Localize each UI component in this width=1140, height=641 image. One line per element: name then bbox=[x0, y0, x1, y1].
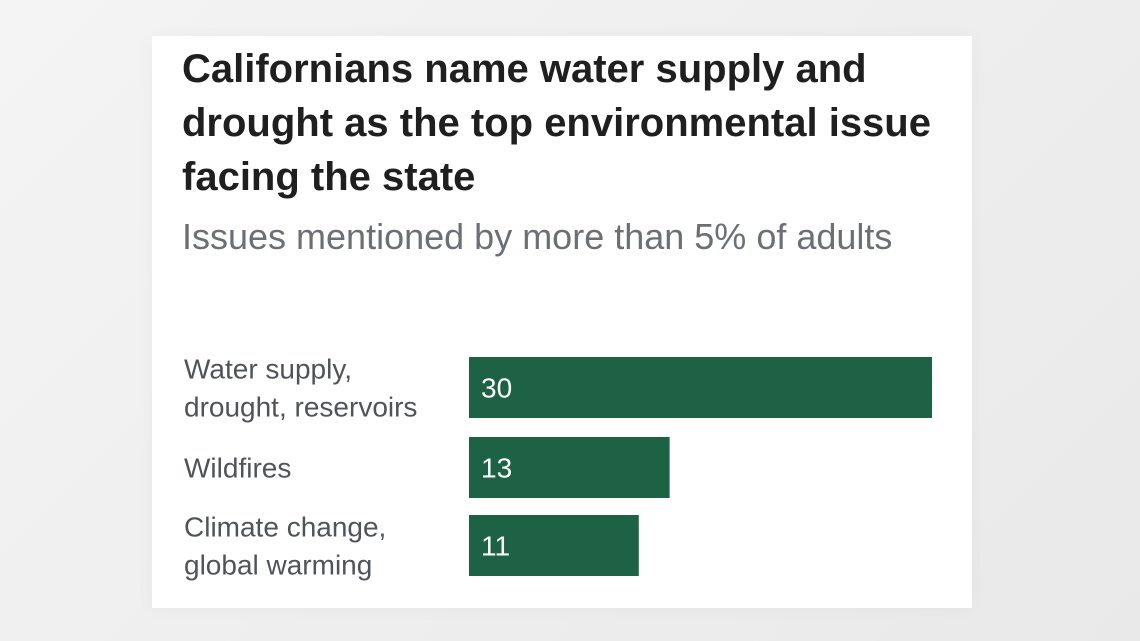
bar bbox=[469, 357, 932, 418]
chart-card bbox=[152, 36, 972, 608]
chart-subtitle: Issues mentioned by more than 5% of adul… bbox=[182, 216, 893, 257]
bars bbox=[469, 357, 932, 576]
bar-value-label: 30 bbox=[481, 373, 512, 404]
bar-value-label: 13 bbox=[481, 453, 512, 484]
bar bbox=[469, 515, 639, 576]
value-labels: 30 13 11 bbox=[481, 373, 512, 562]
category-label: Water supply, bbox=[184, 354, 352, 385]
category-label: Wildfires bbox=[184, 453, 291, 484]
chart-title: Californians name water supply and droug… bbox=[182, 47, 931, 199]
category-label: Climate change, bbox=[184, 512, 386, 543]
bar-value-label: 11 bbox=[481, 531, 510, 562]
category-label: global warming bbox=[184, 550, 372, 581]
bar bbox=[469, 437, 670, 498]
category-labels: Water supply, drought, reservoirs Wildfire… bbox=[184, 354, 417, 581]
category-label: drought, reservoirs bbox=[184, 392, 417, 423]
